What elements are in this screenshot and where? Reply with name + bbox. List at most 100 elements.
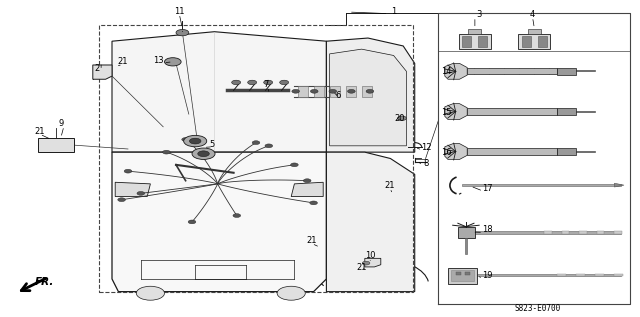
Circle shape bbox=[252, 141, 260, 145]
Polygon shape bbox=[538, 36, 547, 47]
Polygon shape bbox=[463, 36, 471, 47]
Polygon shape bbox=[467, 68, 557, 74]
Polygon shape bbox=[445, 104, 467, 120]
Text: 16: 16 bbox=[442, 148, 452, 157]
Polygon shape bbox=[468, 29, 481, 34]
Text: 1: 1 bbox=[391, 7, 396, 16]
Circle shape bbox=[192, 148, 215, 159]
Text: 12: 12 bbox=[421, 143, 431, 152]
Polygon shape bbox=[522, 36, 531, 47]
Polygon shape bbox=[596, 231, 605, 234]
Polygon shape bbox=[330, 49, 406, 146]
Polygon shape bbox=[314, 86, 324, 97]
Circle shape bbox=[280, 80, 289, 85]
Text: S823-E0700: S823-E0700 bbox=[515, 304, 561, 313]
Circle shape bbox=[329, 89, 337, 93]
Circle shape bbox=[366, 89, 374, 93]
Polygon shape bbox=[93, 65, 112, 79]
Text: 11: 11 bbox=[174, 7, 184, 16]
Polygon shape bbox=[614, 231, 622, 234]
Circle shape bbox=[303, 179, 311, 183]
Polygon shape bbox=[458, 227, 475, 238]
Circle shape bbox=[164, 58, 181, 66]
Circle shape bbox=[189, 138, 201, 144]
Text: 21: 21 bbox=[356, 263, 367, 272]
Polygon shape bbox=[365, 258, 381, 267]
Text: 2: 2 bbox=[95, 64, 100, 73]
Polygon shape bbox=[326, 38, 415, 152]
Circle shape bbox=[182, 138, 189, 141]
Polygon shape bbox=[462, 184, 621, 186]
Polygon shape bbox=[467, 148, 557, 155]
Polygon shape bbox=[456, 272, 461, 275]
Circle shape bbox=[310, 89, 318, 93]
Text: 20: 20 bbox=[395, 114, 405, 123]
Polygon shape bbox=[518, 34, 550, 49]
Polygon shape bbox=[451, 270, 474, 281]
Polygon shape bbox=[112, 32, 326, 152]
Polygon shape bbox=[115, 182, 150, 197]
Circle shape bbox=[163, 150, 170, 154]
Circle shape bbox=[198, 151, 209, 157]
Polygon shape bbox=[291, 182, 323, 197]
Circle shape bbox=[291, 163, 298, 167]
Circle shape bbox=[397, 116, 406, 120]
Polygon shape bbox=[557, 274, 566, 276]
Circle shape bbox=[232, 80, 241, 85]
Text: 5: 5 bbox=[210, 140, 215, 149]
Circle shape bbox=[265, 144, 273, 148]
Polygon shape bbox=[465, 272, 470, 275]
Polygon shape bbox=[465, 238, 467, 254]
Polygon shape bbox=[579, 231, 587, 234]
Polygon shape bbox=[479, 36, 488, 47]
Polygon shape bbox=[557, 108, 576, 115]
Circle shape bbox=[348, 89, 355, 93]
Text: 21: 21 bbox=[307, 236, 317, 245]
Polygon shape bbox=[614, 274, 623, 276]
Text: 9: 9 bbox=[58, 119, 63, 128]
Circle shape bbox=[362, 261, 370, 265]
Polygon shape bbox=[477, 274, 621, 276]
Polygon shape bbox=[346, 86, 356, 97]
Circle shape bbox=[124, 169, 132, 173]
Circle shape bbox=[137, 191, 145, 195]
Text: 21: 21 bbox=[118, 57, 128, 66]
Polygon shape bbox=[576, 274, 585, 276]
Polygon shape bbox=[467, 231, 621, 234]
Text: 21: 21 bbox=[385, 181, 395, 190]
Circle shape bbox=[292, 89, 300, 93]
Polygon shape bbox=[445, 63, 467, 79]
Polygon shape bbox=[448, 268, 477, 284]
Text: 18: 18 bbox=[483, 225, 493, 234]
Polygon shape bbox=[557, 68, 576, 75]
Text: 13: 13 bbox=[154, 56, 164, 65]
Polygon shape bbox=[557, 148, 576, 155]
Text: 7: 7 bbox=[263, 80, 268, 88]
Polygon shape bbox=[445, 144, 467, 159]
Text: 21: 21 bbox=[35, 127, 45, 136]
Text: 17: 17 bbox=[483, 184, 493, 193]
Circle shape bbox=[176, 29, 189, 36]
Polygon shape bbox=[38, 138, 74, 152]
Circle shape bbox=[136, 286, 164, 300]
Circle shape bbox=[188, 220, 196, 224]
Circle shape bbox=[277, 286, 305, 300]
Text: 15: 15 bbox=[442, 108, 452, 117]
Polygon shape bbox=[544, 231, 552, 234]
Text: FR.: FR. bbox=[35, 277, 54, 287]
Text: 10: 10 bbox=[365, 251, 375, 260]
Text: 6: 6 bbox=[335, 91, 340, 100]
Polygon shape bbox=[528, 29, 541, 34]
Circle shape bbox=[264, 80, 273, 85]
Circle shape bbox=[310, 201, 317, 205]
Polygon shape bbox=[112, 152, 326, 292]
Circle shape bbox=[118, 198, 125, 202]
Polygon shape bbox=[467, 108, 557, 115]
Text: 14: 14 bbox=[442, 67, 452, 76]
Polygon shape bbox=[330, 86, 340, 97]
Polygon shape bbox=[595, 274, 604, 276]
Text: 4: 4 bbox=[530, 10, 535, 19]
Polygon shape bbox=[562, 231, 570, 234]
Polygon shape bbox=[298, 86, 308, 97]
Polygon shape bbox=[326, 152, 415, 292]
